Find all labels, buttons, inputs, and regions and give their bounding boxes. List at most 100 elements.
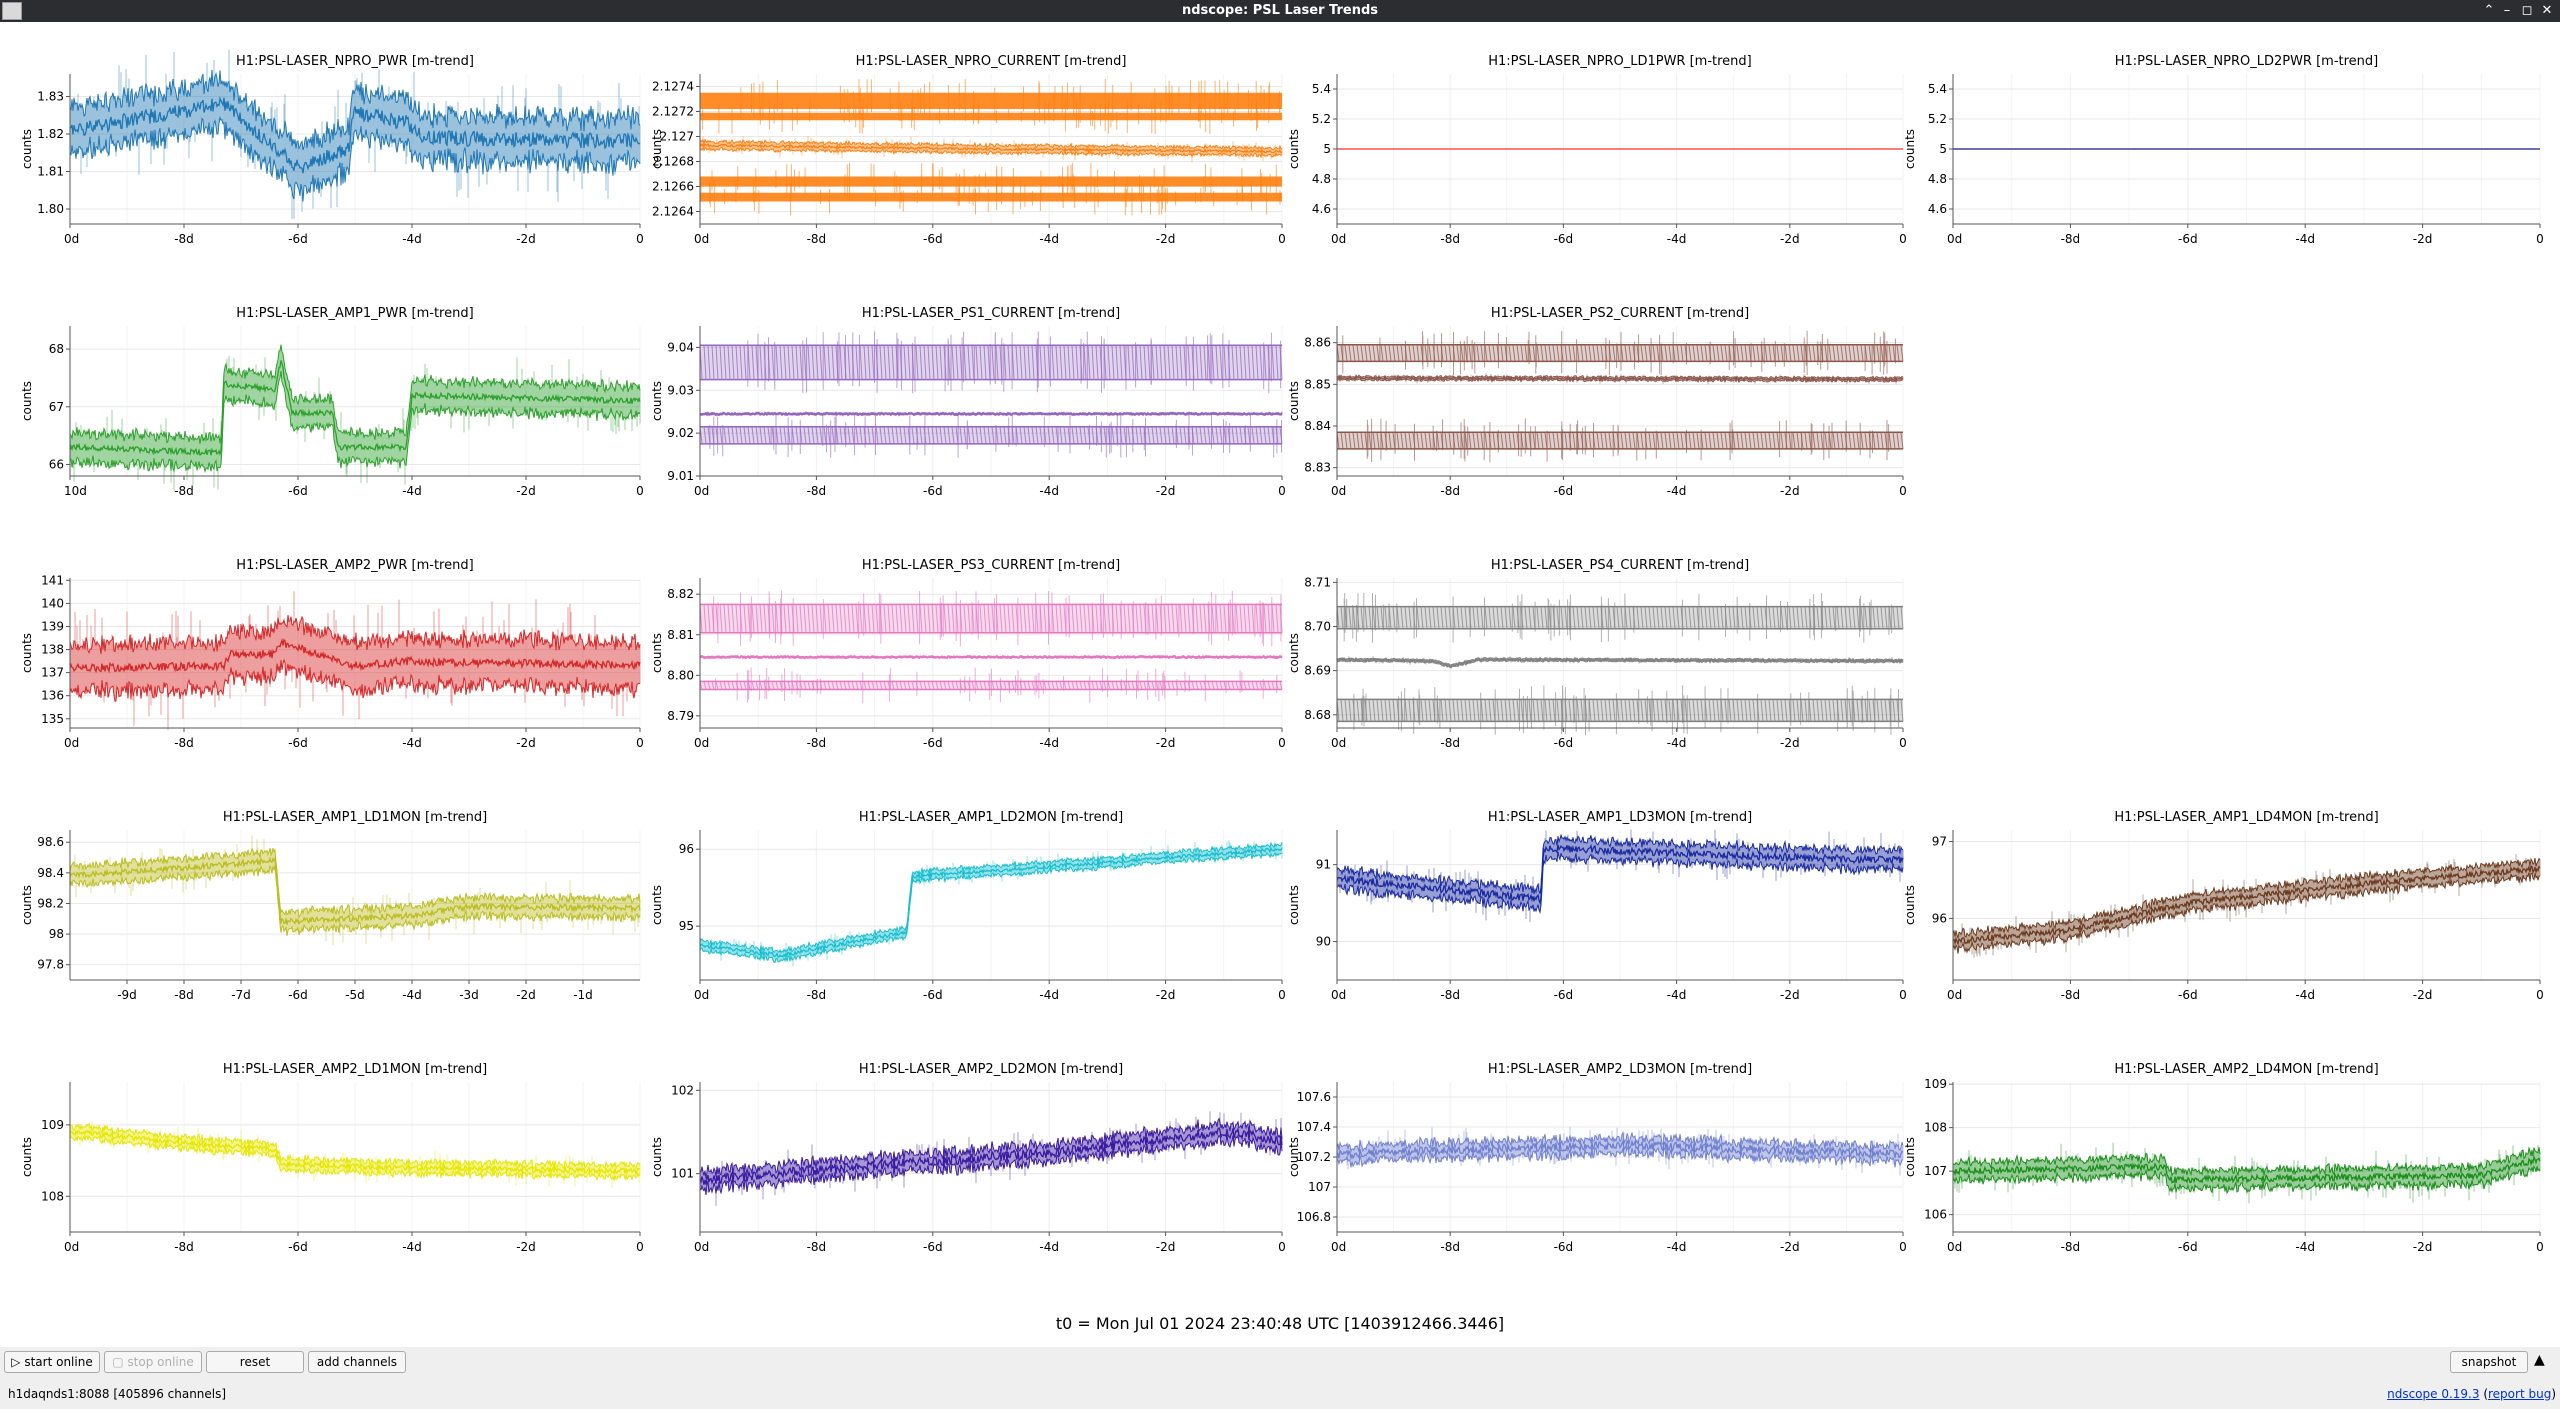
plot-panel-5[interactable]: H1:PSL-LASER_PS1_CURRENT [m-trend] counts… [650,306,1286,498]
chevron-up-icon[interactable]: ⌃ [2483,3,2495,18]
x-tick-label: -8d [807,1240,827,1254]
triangle-up-icon[interactable]: ▲ [2534,1352,2545,1368]
data-mean-line [69,637,641,674]
version-link[interactable]: ndscope 0.19.3 [2387,1387,2480,1401]
data-band [700,92,1282,109]
y-tick-label: 8.84 [1304,419,1331,433]
plot-panel-12[interactable]: H1:PSL-LASER_AMP1_LD1MON [m-trend] counts… [20,810,641,1002]
plot-panel-4[interactable]: H1:PSL-LASER_AMP1_PWR [m-trend] counts 66 6… [20,306,644,498]
plot-panel-13[interactable]: H1:PSL-LASER_AMP1_LD2MON [m-trend] counts… [650,810,1286,1002]
x-tick-label: -9d [117,988,137,1002]
y-tick-label: 108 [41,1189,64,1203]
y-tick-label: 2.1274 [652,80,694,94]
x-tick-label: -6d [1554,484,1574,498]
x-tick-label: -8d [2061,988,2081,1002]
x-tick-label: -2d [2413,232,2433,246]
x-tick-label: -4d [1039,736,1059,750]
plot-title: H1:PSL-LASER_PS1_CURRENT [m-trend] [862,306,1120,321]
plot-panel-1[interactable]: H1:PSL-LASER_NPRO_CURRENT [m-trend] count… [650,54,1286,246]
x-tick-label: 0 [1899,736,1907,750]
y-axis-label: counts [20,633,34,673]
stop-online-label: stop online [127,1355,194,1369]
y-axis-label: counts [1903,129,1917,169]
y-tick-label: 137 [41,666,64,680]
data-mean-line [699,143,1282,154]
y-tick-label: 91 [1316,858,1331,872]
plot-panel-18[interactable]: H1:PSL-LASER_AMP2_LD3MON [m-trend] counts… [1287,1062,1907,1254]
x-tick-label: -6d [923,232,943,246]
x-tick-label: -2d [1780,988,1800,1002]
x-tick-label: -6d [923,988,943,1002]
data-min-line [699,1133,1283,1195]
plot-title: H1:PSL-LASER_NPRO_PWR [m-trend] [236,54,474,69]
y-tick-label: 8.79 [667,709,694,723]
data-mean-line [1336,658,1904,668]
maximize-icon[interactable]: ◻ [2521,3,2533,18]
plot-title: H1:PSL-LASER_AMP1_LD2MON [m-trend] [859,810,1123,825]
x-tick-label: 0 [2536,988,2544,1002]
plot-panel-0[interactable]: H1:PSL-LASER_NPRO_PWR [m-trend]counts1.8… [20,49,644,246]
y-tick-label: 8.70 [1304,620,1331,634]
report-bug-link[interactable]: report bug [2488,1387,2552,1401]
y-tick-label: 8.68 [1304,708,1331,722]
data-min-line [1336,1144,1904,1168]
x-tick-label: 0d [1947,988,1962,1002]
y-axis-label: counts [20,885,34,925]
data-spikes [702,99,1259,135]
plot-panel-9[interactable]: H1:PSL-LASER_PS3_CURRENT [m-trend] counts… [650,558,1286,750]
x-tick-label: 0 [1899,988,1907,1002]
y-tick-label: 107 [1308,1180,1331,1194]
y-tick-label: 8.86 [1304,336,1331,350]
plot-panel-14[interactable]: H1:PSL-LASER_AMP1_LD3MON [m-trend] counts… [1287,810,1907,1002]
y-tick-label: 141 [41,573,64,587]
x-tick-label: -4d [402,988,422,1002]
x-tick-label: -8d [1440,1240,1460,1254]
add-channels-button[interactable]: add channels [308,1351,406,1373]
data-max-line [1336,656,1904,666]
y-tick-label: 109 [1924,1077,1947,1091]
data-spikes [714,667,1278,704]
y-tick-label: 8.69 [1304,664,1331,678]
plot-title: H1:PSL-LASER_NPRO_CURRENT [m-trend] [856,54,1127,69]
plot-panel-8[interactable]: H1:PSL-LASER_AMP2_PWR [m-trend] counts 135… [20,558,644,750]
plot-panel-17[interactable]: H1:PSL-LASER_AMP2_LD2MON [m-trend] counts… [650,1062,1286,1254]
plot-panel-2[interactable]: H1:PSL-LASER_NPRO_LD1PWR [m-trend] counts… [1287,54,1907,246]
data-max-line [69,614,641,655]
data-max-line [69,344,641,444]
data-band-hatch [1336,699,1904,722]
snapshot-button[interactable]: snapshot [2450,1351,2528,1373]
y-tick-label: 5.4 [1928,82,1947,96]
x-tick-label: 0d [1331,736,1346,750]
y-tick-label: 107 [1924,1164,1947,1178]
x-tick-label: 10d [64,484,87,498]
plot-panel-16[interactable]: H1:PSL-LASER_AMP2_LD1MON [m-trend] counts… [20,1062,644,1254]
plot-panel-6[interactable]: H1:PSL-LASER_PS2_CURRENT [m-trend] counts… [1287,306,1907,498]
x-tick-label: -8d [174,232,194,246]
play-icon: ▷ [11,1355,21,1369]
reset-button[interactable]: reset [206,1351,304,1373]
data-spikes [740,79,1281,123]
x-tick-label: -4d [2295,988,2315,1002]
minimize-icon[interactable]: – [2503,3,2511,18]
y-tick-label: 5.2 [1928,112,1947,126]
x-tick-label: -2d [1780,736,1800,750]
plot-panel-19[interactable]: H1:PSL-LASER_AMP2_LD4MON [m-trend] counts… [1903,1062,2544,1254]
close-icon[interactable]: ✕ [2541,3,2553,18]
x-tick-label: 0 [1278,988,1286,1002]
x-tick-label: -2d [516,484,536,498]
y-tick-label: 102 [671,1083,694,1097]
data-mean-line [699,846,1283,958]
x-tick-label: -8d [1440,484,1460,498]
x-tick-label: 0d [64,736,79,750]
plot-title: H1:PSL-LASER_AMP1_PWR [m-trend] [236,306,473,321]
plot-grid[interactable]: H1:PSL-LASER_NPRO_PWR [m-trend] counts 1.8… [0,22,2560,1312]
plot-panel-3[interactable]: H1:PSL-LASER_NPRO_LD2PWR [m-trend] counts… [1903,54,2544,246]
plot-title: H1:PSL-LASER_NPRO_LD1PWR [m-trend] [1488,54,1752,69]
y-tick-label: 1.82 [37,127,64,141]
data-mean-line [699,412,1283,416]
y-tick-label: 8.80 [667,668,694,682]
x-tick-label: -6d [288,736,308,750]
start-online-button[interactable]: ▷ start online [4,1351,100,1373]
plot-panel-10[interactable]: H1:PSL-LASER_PS4_CURRENT [m-trend] counts… [1287,558,1907,750]
plot-panel-15[interactable]: H1:PSL-LASER_AMP1_LD4MON [m-trend] counts… [1903,810,2544,1002]
